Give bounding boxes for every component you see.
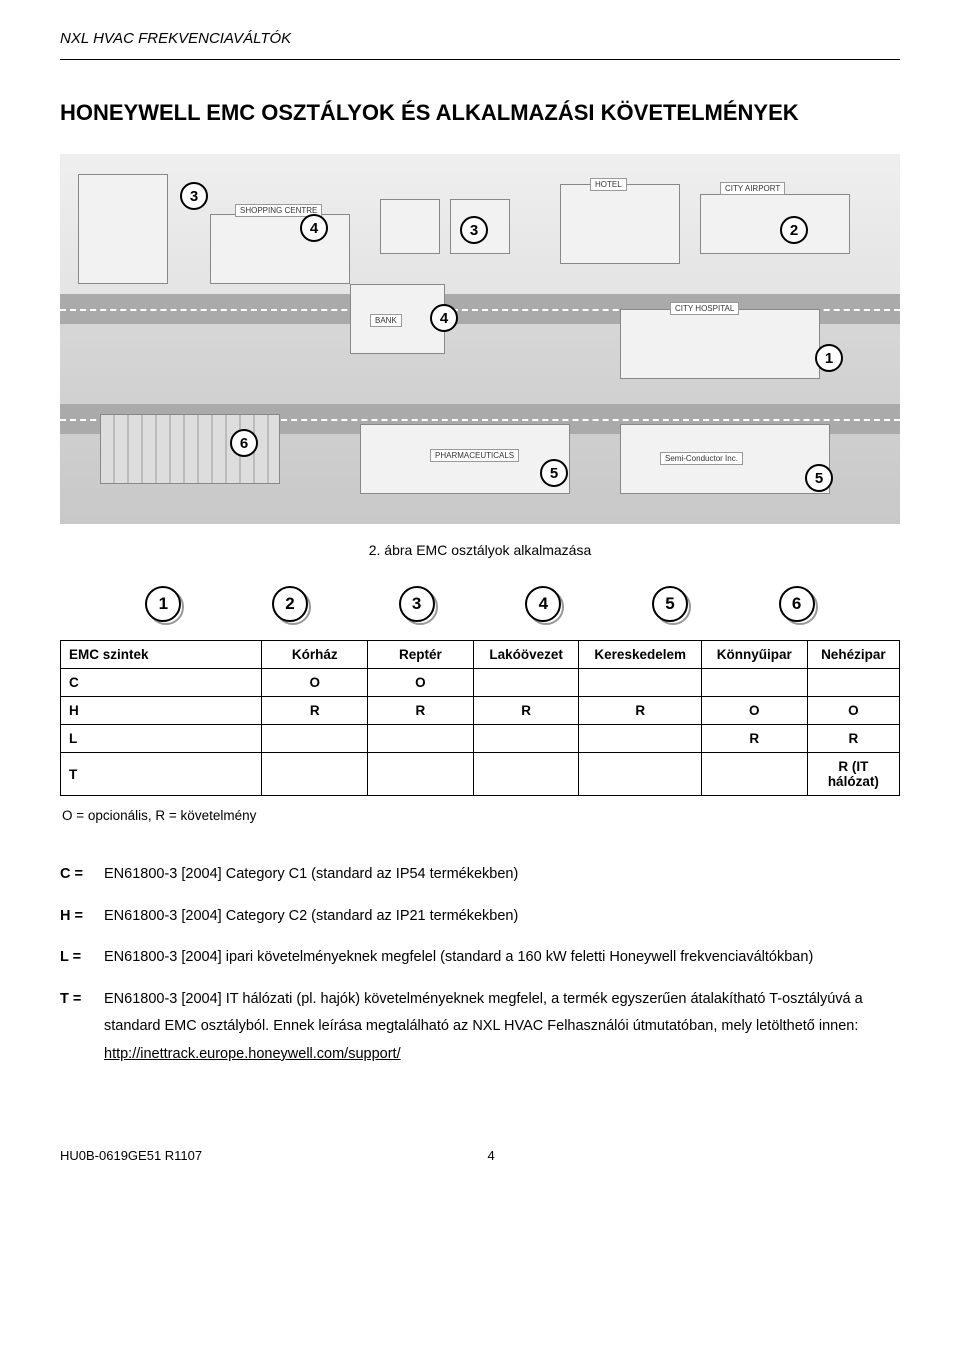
emc-table: EMC szintekKórházReptérLakóövezetKereske… (60, 640, 900, 796)
definition-row: T =EN61800-3 [2004] IT hálózati (pl. haj… (60, 986, 900, 1069)
table-cell (579, 725, 701, 753)
column-number-circle: 4 (525, 586, 561, 622)
definitions-list: C =EN61800-3 [2004] Category C1 (standar… (60, 861, 900, 1068)
label-airport: CITY AIRPORT (720, 182, 785, 195)
definition-key: H = (60, 903, 104, 931)
column-number-circle: 6 (779, 586, 815, 622)
illustration-marker: 5 (805, 464, 833, 492)
table-header-cell: Nehézipar (807, 641, 899, 669)
page-header: NXL HVAC FREKVENCIAVÁLTÓK (60, 30, 900, 60)
definition-value: EN61800-3 [2004] ipari követelményeknek … (104, 944, 900, 972)
table-row: L RR (61, 725, 900, 753)
label-pharma: PHARMACEUTICALS (430, 449, 519, 462)
label-hospital: CITY HOSPITAL (670, 302, 739, 315)
table-cell: H (61, 697, 262, 725)
definition-row: C =EN61800-3 [2004] Category C1 (standar… (60, 861, 900, 889)
table-cell (807, 669, 899, 697)
column-number-circle: 5 (652, 586, 688, 622)
table-cell (701, 669, 807, 697)
table-cell: O (701, 697, 807, 725)
table-cell: R (IT hálózat) (807, 753, 899, 796)
number-circle-row: 1 2 3 4 5 6 (60, 586, 900, 622)
illustration-marker: 3 (180, 182, 208, 210)
table-cell (701, 753, 807, 796)
definition-key: L = (60, 944, 104, 972)
definition-link[interactable]: http://inettrack.europe.honeywell.com/su… (104, 1046, 401, 1062)
table-cell (579, 669, 701, 697)
label-hotel: HOTEL (590, 178, 627, 191)
emc-illustration: HOTEL CITY AIRPORT SHOPPING CENTRE BANK … (60, 154, 900, 524)
table-cell: O (262, 669, 368, 697)
column-number-circle: 2 (272, 586, 308, 622)
table-footnote: O = opcionális, R = követelmény (60, 804, 900, 823)
table-cell: C (61, 669, 262, 697)
page-number: 4 (202, 1148, 780, 1163)
table-cell: O (807, 697, 899, 725)
table-header-cell: Könnyűipar (701, 641, 807, 669)
column-number-circle: 1 (145, 586, 181, 622)
illustration-marker: 2 (780, 216, 808, 244)
table-header-cell: Kereskedelem (579, 641, 701, 669)
table-cell (368, 725, 474, 753)
table-cell: R (368, 697, 474, 725)
definition-row: H =EN61800-3 [2004] Category C2 (standar… (60, 903, 900, 931)
doc-code: HU0B-0619GE51 R1107 (60, 1148, 202, 1163)
table-header-cell: Lakóövezet (473, 641, 579, 669)
table-cell: T (61, 753, 262, 796)
table-cell (473, 753, 579, 796)
definition-value: EN61800-3 [2004] Category C1 (standard a… (104, 861, 900, 889)
illustration-marker: 4 (300, 214, 328, 242)
table-cell: O (368, 669, 474, 697)
illustration-marker: 1 (815, 344, 843, 372)
label-bank: BANK (370, 314, 402, 327)
table-header-cell: EMC szintek (61, 641, 262, 669)
table-header-cell: Reptér (368, 641, 474, 669)
table-cell: R (473, 697, 579, 725)
page-footer: HU0B-0619GE51 R1107 4 (60, 1148, 900, 1163)
column-number-circle: 3 (399, 586, 435, 622)
table-cell (473, 669, 579, 697)
table-row: HRRRROO (61, 697, 900, 725)
illustration-marker: 6 (230, 429, 258, 457)
table-cell (262, 725, 368, 753)
table-row: T R (IT hálózat) (61, 753, 900, 796)
definition-value: EN61800-3 [2004] IT hálózati (pl. hajók)… (104, 986, 900, 1069)
table-cell: L (61, 725, 262, 753)
doc-title: NXL HVAC FREKVENCIAVÁLTÓK (60, 30, 291, 47)
illustration-marker: 5 (540, 459, 568, 487)
definition-key: C = (60, 861, 104, 889)
table-cell (368, 753, 474, 796)
definition-key: T = (60, 986, 104, 1069)
definition-value: EN61800-3 [2004] Category C2 (standard a… (104, 903, 900, 931)
table-cell (473, 725, 579, 753)
definition-row: L =EN61800-3 [2004] ipari követelményekn… (60, 944, 900, 972)
table-cell: R (701, 725, 807, 753)
table-cell: R (807, 725, 899, 753)
illustration-marker: 4 (430, 304, 458, 332)
table-cell (262, 753, 368, 796)
label-semi: Semi-Conductor Inc. (660, 452, 743, 465)
figure-caption: 2. ábra EMC osztályok alkalmazása (60, 542, 900, 558)
table-cell (579, 753, 701, 796)
table-header-cell: Kórház (262, 641, 368, 669)
table-row: COO (61, 669, 900, 697)
illustration-marker: 3 (460, 216, 488, 244)
table-cell: R (579, 697, 701, 725)
table-cell: R (262, 697, 368, 725)
section-title: HONEYWELL EMC OSZTÁLYOK ÉS ALKALMAZÁSI K… (60, 100, 900, 126)
